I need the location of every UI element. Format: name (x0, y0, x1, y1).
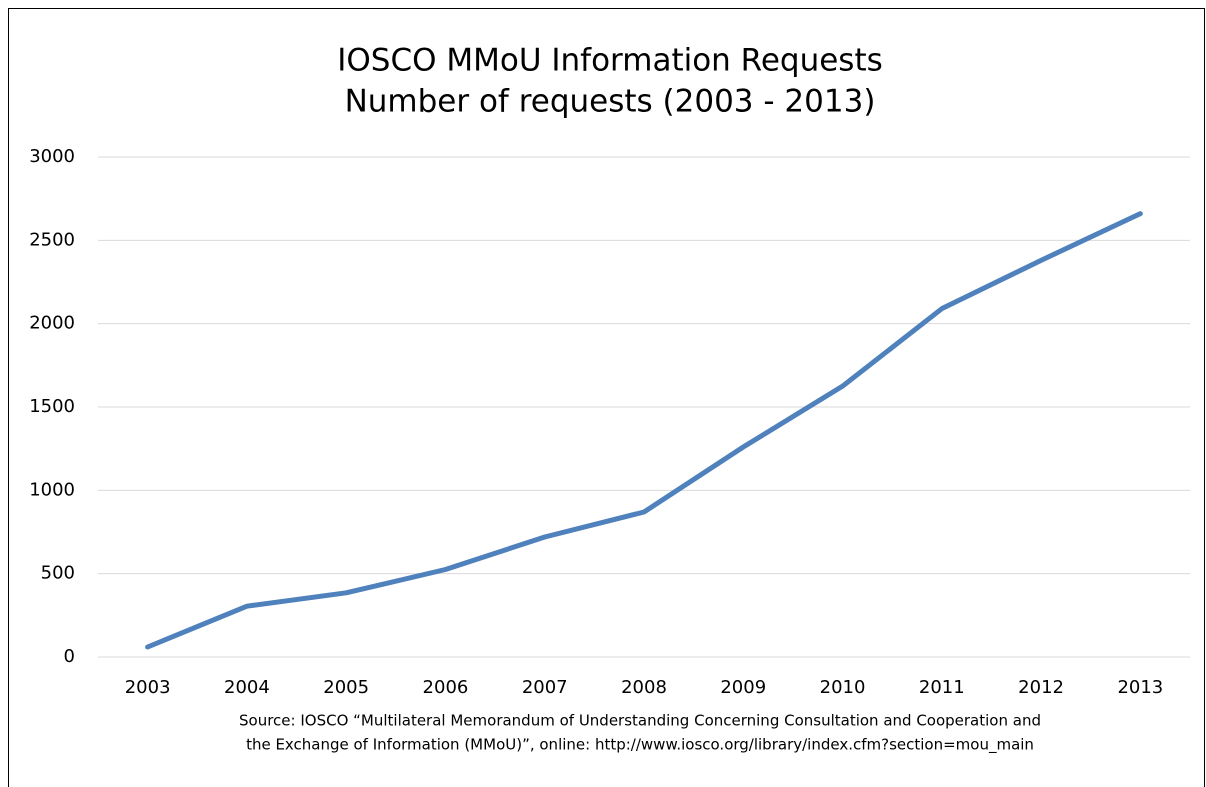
x-tick-label: 2010 (820, 677, 866, 698)
x-tick-label: 2009 (720, 677, 766, 698)
x-tick-label: 2005 (323, 677, 369, 698)
y-tick-label: 2500 (29, 229, 75, 250)
x-tick-label: 2004 (224, 677, 270, 698)
chart-title: IOSCO MMoU Information Requests (337, 43, 883, 79)
chart-subtitle: Number of requests (2003 - 2013) (345, 84, 876, 120)
y-tick-label: 1000 (29, 479, 75, 500)
x-tick-label: 2011 (919, 677, 965, 698)
y-tick-label: 1500 (29, 396, 75, 417)
source-note: the Exchange of Information (MMoU)”, onl… (246, 736, 1034, 755)
x-tick-label: 2007 (522, 677, 568, 698)
y-tick-label: 3000 (29, 146, 75, 167)
chart-frame (8, 8, 1205, 787)
x-tick-label: 2006 (423, 677, 469, 698)
data-line (145, 211, 1143, 650)
x-tick-label: 2003 (125, 677, 171, 698)
source-note: Source: IOSCO “Multilateral Memorandum o… (239, 712, 1041, 730)
y-tick-label: 500 (41, 563, 75, 584)
x-tick-label: 2013 (1117, 677, 1163, 698)
x-tick-label: 2008 (621, 677, 667, 698)
x-tick-label: 2012 (1018, 677, 1064, 698)
y-tick-label: 2000 (29, 313, 75, 334)
y-tick-label: 0 (64, 646, 75, 667)
